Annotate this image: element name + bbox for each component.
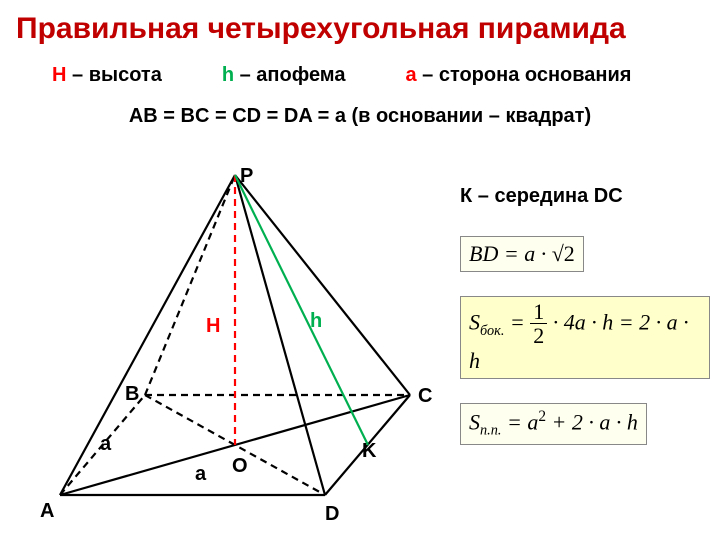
- diagram-label-B: B: [125, 383, 139, 406]
- f2-eq: =: [510, 310, 530, 335]
- diagram-label-P: P: [240, 165, 253, 188]
- diagram-label-D: D: [325, 503, 339, 526]
- formula-spp: Sп.п. = a2 + 2 · a · h: [460, 403, 647, 445]
- page-title: Правильная четырехугольная пирамида: [0, 0, 720, 46]
- pyramid-diagram: A B C D P O K Hh a a: [40, 165, 440, 525]
- f3-a: a: [527, 410, 538, 435]
- f2-frac: 1 2: [530, 301, 547, 348]
- legend-H-text: – высота: [66, 64, 161, 86]
- f3-tail: + 2 · a · h: [546, 410, 638, 435]
- f1-dot: ·: [541, 241, 552, 266]
- legend-row: H – высота h – апофема a – сторона основ…: [0, 46, 720, 87]
- legend-h-sym: h: [222, 64, 234, 86]
- diagram-label-K: K: [362, 440, 376, 463]
- f3-eq: =: [507, 410, 527, 435]
- k-midpoint-label: К – середина DC: [460, 185, 710, 208]
- diagram-label-H: H: [206, 315, 220, 338]
- diagram-label-a1: a: [100, 433, 111, 456]
- formula-bd: BD = a · √2: [460, 236, 584, 272]
- f3-sub: п.п.: [480, 423, 501, 439]
- legend-H: H – высота: [52, 64, 162, 87]
- f2-mid: · 4a · h = 2 · a · h: [469, 310, 689, 374]
- diagram-label-O: O: [232, 455, 248, 478]
- diagram-label-A: A: [40, 500, 54, 523]
- f1-a: a: [524, 241, 535, 266]
- diagram-label-a2: a: [195, 463, 206, 486]
- diagram-label-h: h: [310, 310, 322, 333]
- formula-panel: К – середина DC BD = a · √2 Sбок. = 1 2 …: [460, 185, 710, 469]
- title-text: Правильная четырехугольная пирамида: [16, 12, 626, 45]
- f1-lhs: BD: [469, 241, 498, 266]
- formula-sbok: Sбок. = 1 2 · 4a · h = 2 · a · h: [460, 296, 710, 379]
- legend-a-sym: a: [405, 64, 416, 86]
- f3-S: S: [469, 410, 480, 435]
- legend-h: h – апофема: [222, 64, 346, 87]
- legend-a-text: – сторона основания: [417, 64, 632, 86]
- diagram-label-C: C: [418, 385, 432, 408]
- f2-den: 2: [530, 324, 547, 348]
- f2-num: 1: [530, 301, 547, 324]
- legend-a: a – сторона основания: [405, 64, 631, 87]
- f1-root: √2: [552, 241, 575, 266]
- f3-exp: 2: [538, 408, 546, 425]
- legend-H-sym: H: [52, 64, 66, 86]
- base-equation: AB = BC = CD = DA = a (в основании – ква…: [0, 87, 720, 128]
- f2-sub: бок.: [480, 323, 504, 339]
- f2-S: S: [469, 310, 480, 335]
- f1-eq: =: [504, 241, 524, 266]
- legend-h-text: – апофема: [234, 64, 345, 86]
